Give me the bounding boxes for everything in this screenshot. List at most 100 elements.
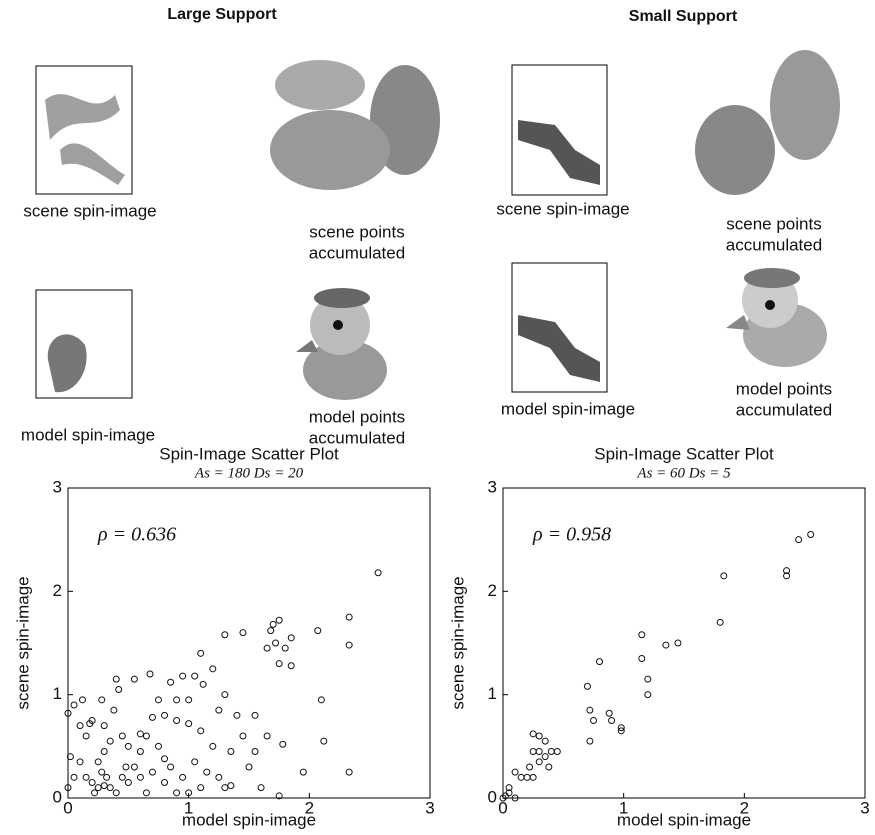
point bbox=[94, 784, 102, 792]
image-label: model points bbox=[736, 379, 832, 398]
point bbox=[106, 737, 114, 745]
point bbox=[221, 784, 229, 792]
image-label: scene spin-image bbox=[496, 199, 629, 218]
point bbox=[586, 706, 594, 714]
point bbox=[529, 730, 537, 738]
point bbox=[608, 717, 616, 724]
point bbox=[199, 680, 207, 688]
point bbox=[197, 649, 205, 657]
point bbox=[526, 763, 534, 771]
point bbox=[209, 742, 217, 750]
x-tick-label: 1 bbox=[619, 798, 628, 817]
point bbox=[345, 613, 353, 621]
point bbox=[263, 644, 271, 652]
point bbox=[173, 696, 181, 704]
point bbox=[345, 768, 353, 776]
image-label: accumulated bbox=[726, 235, 822, 254]
point bbox=[118, 732, 126, 740]
point bbox=[191, 672, 199, 680]
y-tick-label: 3 bbox=[488, 477, 497, 496]
scene-points bbox=[270, 60, 440, 190]
point bbox=[209, 665, 217, 673]
point bbox=[215, 706, 223, 714]
image-label: accumulated bbox=[309, 243, 405, 262]
point bbox=[239, 629, 247, 637]
point bbox=[535, 748, 543, 755]
point bbox=[263, 732, 271, 740]
image-label: scene spin-image bbox=[23, 201, 156, 220]
point bbox=[590, 717, 597, 724]
point bbox=[173, 717, 181, 724]
point bbox=[146, 670, 154, 678]
point bbox=[517, 773, 525, 781]
point bbox=[227, 748, 235, 755]
point bbox=[299, 768, 307, 776]
point bbox=[161, 711, 169, 719]
point bbox=[374, 569, 382, 577]
x-tick-label: 3 bbox=[425, 798, 434, 817]
point bbox=[110, 706, 118, 714]
point bbox=[142, 789, 150, 797]
point bbox=[167, 763, 175, 771]
x-tick-label: 2 bbox=[305, 798, 314, 817]
x-tick-label: 0 bbox=[63, 798, 72, 817]
point bbox=[124, 742, 132, 750]
point bbox=[674, 639, 682, 647]
point bbox=[221, 691, 229, 699]
point bbox=[203, 768, 211, 776]
x-axis-label: model spin-image bbox=[182, 810, 316, 829]
spin-image-texture bbox=[47, 334, 87, 393]
y-tick-label: 0 bbox=[53, 787, 62, 806]
point bbox=[130, 763, 138, 771]
point bbox=[535, 758, 543, 766]
point bbox=[112, 789, 120, 797]
point bbox=[100, 722, 108, 730]
chart-title: Spin-Image Scatter Plot bbox=[594, 444, 774, 463]
point bbox=[586, 737, 594, 745]
image-label: model points bbox=[309, 407, 405, 426]
y-tick-label: 1 bbox=[53, 684, 62, 703]
point bbox=[118, 773, 126, 781]
y-tick-label: 1 bbox=[488, 684, 497, 703]
point bbox=[547, 748, 555, 755]
point bbox=[505, 784, 513, 792]
image-label: scene points bbox=[726, 214, 821, 233]
point bbox=[161, 779, 169, 786]
point bbox=[103, 773, 111, 781]
point bbox=[251, 748, 259, 755]
plot-frame bbox=[502, 487, 866, 799]
point bbox=[233, 711, 241, 719]
point bbox=[70, 701, 78, 709]
point bbox=[545, 763, 553, 771]
point bbox=[287, 634, 295, 642]
point bbox=[275, 660, 283, 668]
point bbox=[596, 658, 604, 666]
point bbox=[82, 773, 90, 781]
y-axis-label: scene spin-image bbox=[13, 576, 32, 709]
point bbox=[720, 572, 728, 580]
point bbox=[148, 768, 156, 776]
point bbox=[583, 682, 591, 690]
point bbox=[215, 773, 223, 781]
scene-points bbox=[695, 50, 840, 195]
point bbox=[275, 616, 283, 624]
point bbox=[161, 755, 169, 763]
point bbox=[130, 675, 138, 683]
x-tick-label: 3 bbox=[860, 798, 869, 817]
point bbox=[529, 748, 537, 755]
point bbox=[155, 742, 162, 750]
y-tick-label: 0 bbox=[488, 787, 497, 806]
point bbox=[281, 644, 289, 652]
panel-heading: Small Support bbox=[629, 8, 738, 25]
model-points bbox=[726, 268, 827, 367]
image-label: model spin-image bbox=[501, 399, 635, 418]
point bbox=[511, 794, 519, 802]
point bbox=[272, 639, 280, 647]
point bbox=[122, 763, 130, 771]
point bbox=[155, 696, 162, 704]
point bbox=[179, 672, 187, 680]
point bbox=[239, 732, 247, 740]
point bbox=[78, 696, 86, 704]
chart-subtitle: As = 60 Ds = 5 bbox=[636, 465, 731, 481]
